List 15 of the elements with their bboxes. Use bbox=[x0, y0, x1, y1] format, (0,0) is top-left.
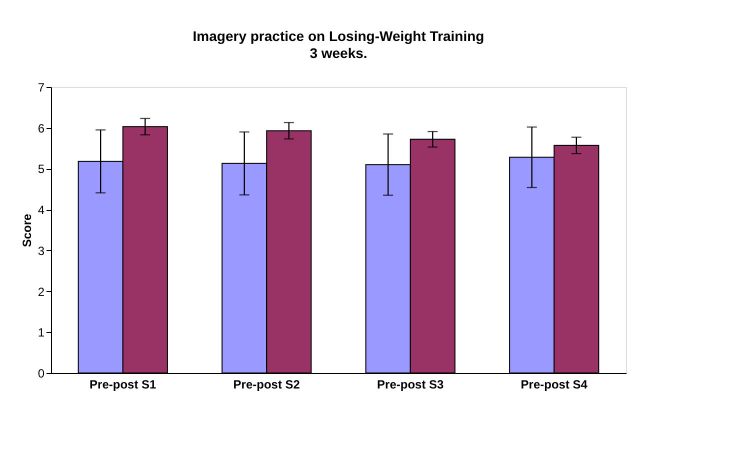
y-tick-label: 7 bbox=[38, 80, 45, 94]
y-tick-label: 1 bbox=[38, 326, 45, 340]
x-tick-label: Pre-post S3 bbox=[377, 378, 444, 392]
x-tick-label: Pre-post S2 bbox=[233, 378, 300, 392]
y-tick-label: 3 bbox=[38, 244, 45, 258]
y-tick-label: 4 bbox=[38, 203, 45, 218]
y-tick-label: 5 bbox=[38, 162, 45, 176]
y-tick-label: 0 bbox=[38, 366, 45, 380]
x-tick-label: Pre-post S1 bbox=[90, 378, 157, 392]
x-tick-label: Pre-post S4 bbox=[520, 378, 588, 392]
chart-title: Imagery practice on Losing-Weight Training bbox=[192, 28, 484, 44]
chart-subtitle: 3 weeks. bbox=[310, 45, 368, 61]
y-axis-title: Score bbox=[20, 214, 34, 248]
y-tick-label: 2 bbox=[38, 284, 45, 299]
y-tick-label: 6 bbox=[38, 121, 45, 136]
